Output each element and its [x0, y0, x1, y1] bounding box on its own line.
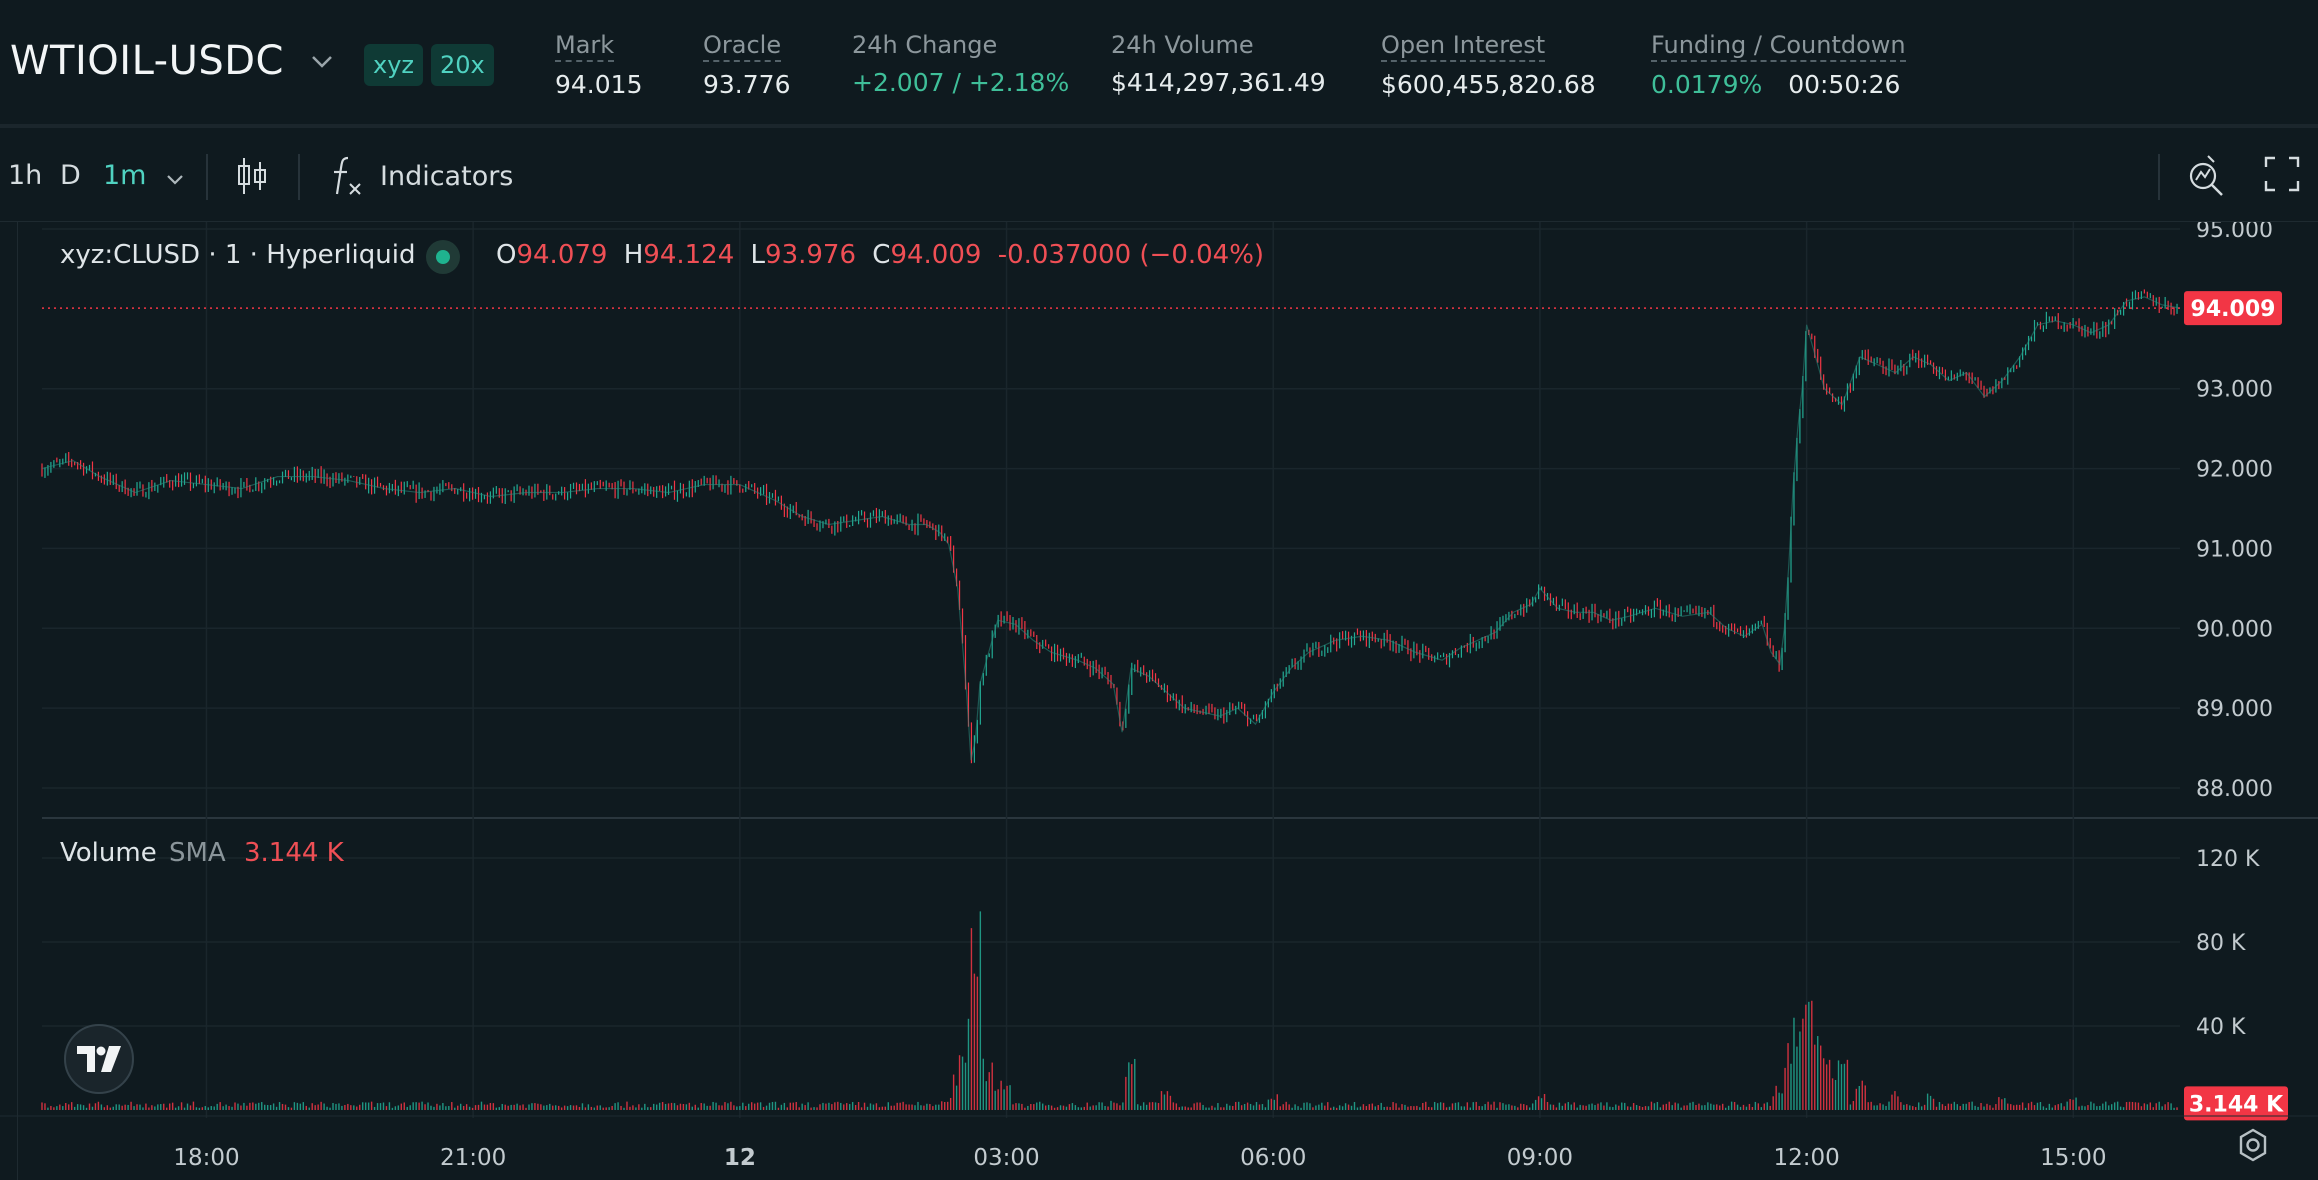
volume-bars [41, 911, 2178, 1110]
price-axis-tick-label: 89.000 [2196, 697, 2273, 722]
market-header: WTIOIL-USDC xyz 20x Mark 94.015 Oracle 9… [0, 0, 2318, 128]
ohlc-c-label: C [872, 240, 891, 270]
stat-mark: Mark 94.015 [555, 30, 642, 99]
price-axis-tick-label: 92.000 [2196, 458, 2273, 483]
stat-24h-change: 24h Change +2.007 / +2.18% [852, 30, 1069, 97]
ohlc-close: 94.009 [890, 240, 982, 270]
stat-open-interest: Open Interest $600,455,820.68 [1381, 30, 1596, 99]
toolbar-divider [206, 154, 208, 200]
price-chart[interactable]: 18:00 21:00 12 03:00 06:00 09:00 12:00 15:00 95.… [0, 222, 2318, 1180]
indicators-button[interactable]: Indicators [330, 154, 513, 198]
price-axis-tick-label: 93.000 [2196, 378, 2273, 403]
leverage-badge: 20x [431, 44, 494, 86]
stat-24h-change-value: +2.007 / +2.18% [852, 68, 1070, 97]
indicators-fx-icon [334, 156, 361, 195]
timeframe-1m[interactable]: 1m [103, 160, 147, 191]
tradingview-logo[interactable] [64, 1024, 134, 1094]
symbol-label: xyz:CLUSD · 1 · Hyperliquid [60, 240, 416, 270]
stat-oracle-value: 93.776 [703, 70, 791, 99]
gear-icon[interactable] [2236, 1128, 2270, 1162]
volume-sma-value: 3.144 K [243, 838, 344, 868]
volume-last-label-box [2184, 1086, 2288, 1121]
stat-open-interest-value: $600,455,820.68 [1381, 70, 1596, 99]
chart-axes: 18:00 21:00 12 03:00 06:00 09:00 12:00 15:00 95.… [0, 222, 2318, 1171]
funding-rate: 0.0179% [1651, 70, 1763, 99]
ohlc-low: 93.976 [765, 240, 857, 270]
stat-open-interest-label[interactable]: Open Interest [1381, 30, 1546, 62]
x-axis-tick-label: 06:00 [1240, 1145, 1306, 1171]
dex-badge: xyz [364, 44, 424, 86]
volume-axis-tick-label: 40 K [2196, 1015, 2246, 1040]
stat-oracle-label[interactable]: Oracle [703, 30, 782, 62]
x-axis-tick-label: 12:00 [1773, 1145, 1839, 1171]
x-axis-tick-label: 18:00 [173, 1145, 239, 1171]
x-axis-tick-label: 21:00 [440, 1145, 506, 1171]
volume-last-label: 3.144 K [2189, 1092, 2284, 1117]
chart-toolbar: 1h D 1m Indicators [0, 132, 2318, 222]
stat-24h-volume: 24h Volume $414,297,361.49 [1111, 30, 1326, 97]
chevron-down-icon[interactable] [308, 47, 336, 75]
stat-funding-values: 0.0179% 00:50:26 [1651, 70, 1906, 99]
price-axis-tick-label: 88.000 [2196, 777, 2273, 802]
stat-mark-value: 94.015 [555, 70, 643, 99]
market-open-dot [436, 250, 450, 264]
timeframe-d[interactable]: D [60, 160, 81, 191]
drawing-tools-strip[interactable] [0, 222, 18, 1180]
candles-icon[interactable] [236, 156, 268, 196]
pair-selector[interactable]: WTIOIL-USDC [10, 38, 336, 84]
ohlc-high: 94.124 [643, 240, 735, 270]
stat-24h-change-label: 24h Change [852, 31, 998, 59]
funding-countdown: 00:50:26 [1788, 70, 1901, 99]
toolbar-divider [2158, 154, 2160, 200]
indicators-label[interactable]: Indicators [380, 160, 514, 192]
volume-axis-tick-label: 80 K [2196, 931, 2246, 956]
stat-funding-label[interactable]: Funding / Countdown [1651, 30, 1906, 62]
symbol-legend: xyz:CLUSD · 1 · Hyperliquid [60, 240, 416, 270]
price-axis-tick-label: 95.000 [2196, 222, 2273, 243]
last-price-label: 94.009 [2191, 297, 2276, 322]
fullscreen-icon[interactable] [2264, 156, 2300, 192]
x-axis-tick-label: 15:00 [2040, 1145, 2106, 1171]
ohlc-open: 94.079 [516, 240, 608, 270]
market-status-indicator [426, 240, 460, 274]
price-axis-tick-label: 91.000 [2196, 537, 2273, 562]
volume-axis-tick-label: 120 K [2196, 847, 2260, 872]
price-line [41, 296, 2181, 761]
ohlc-l-label: L [750, 240, 766, 270]
toolbar-divider [298, 154, 300, 200]
volume-legend: Volume SMA 3.144 K [60, 838, 344, 868]
last-price-label-box [2184, 291, 2282, 326]
x-axis-tick-label: 09:00 [1507, 1145, 1573, 1171]
ohlc-legend: O94.079 H94.124 L93.976 C94.009 -0.03700… [496, 240, 1264, 270]
x-axis-tick-label: 03:00 [973, 1145, 1039, 1171]
stat-mark-label[interactable]: Mark [555, 30, 615, 62]
stat-24h-volume-label: 24h Volume [1111, 31, 1254, 59]
stat-24h-volume-value: $414,297,361.49 [1111, 68, 1326, 97]
price-axis-tick-label: 90.000 [2196, 617, 2273, 642]
volume-label: Volume [60, 838, 157, 868]
tradingview-logo-icon [77, 1046, 121, 1072]
chart-grid [42, 222, 2318, 1118]
price-series [41, 289, 2181, 764]
x-axis-tick-label: 12 [724, 1145, 756, 1171]
volume-sma-label: SMA [168, 838, 226, 868]
timeframe-1h[interactable]: 1h [8, 160, 43, 191]
ohlc-h-label: H [623, 240, 644, 270]
ohlc-change: -0.037000 (−0.04%) [997, 240, 1265, 270]
zoom-icon[interactable] [2186, 152, 2226, 198]
timeframe-chevron-down-icon[interactable] [164, 168, 186, 190]
pair-name[interactable]: WTIOIL-USDC [10, 38, 284, 84]
stat-funding: Funding / Countdown 0.0179% 00:50:26 [1651, 30, 1906, 99]
ohlc-o-label: O [496, 240, 517, 270]
stat-oracle: Oracle 93.776 [703, 30, 790, 99]
